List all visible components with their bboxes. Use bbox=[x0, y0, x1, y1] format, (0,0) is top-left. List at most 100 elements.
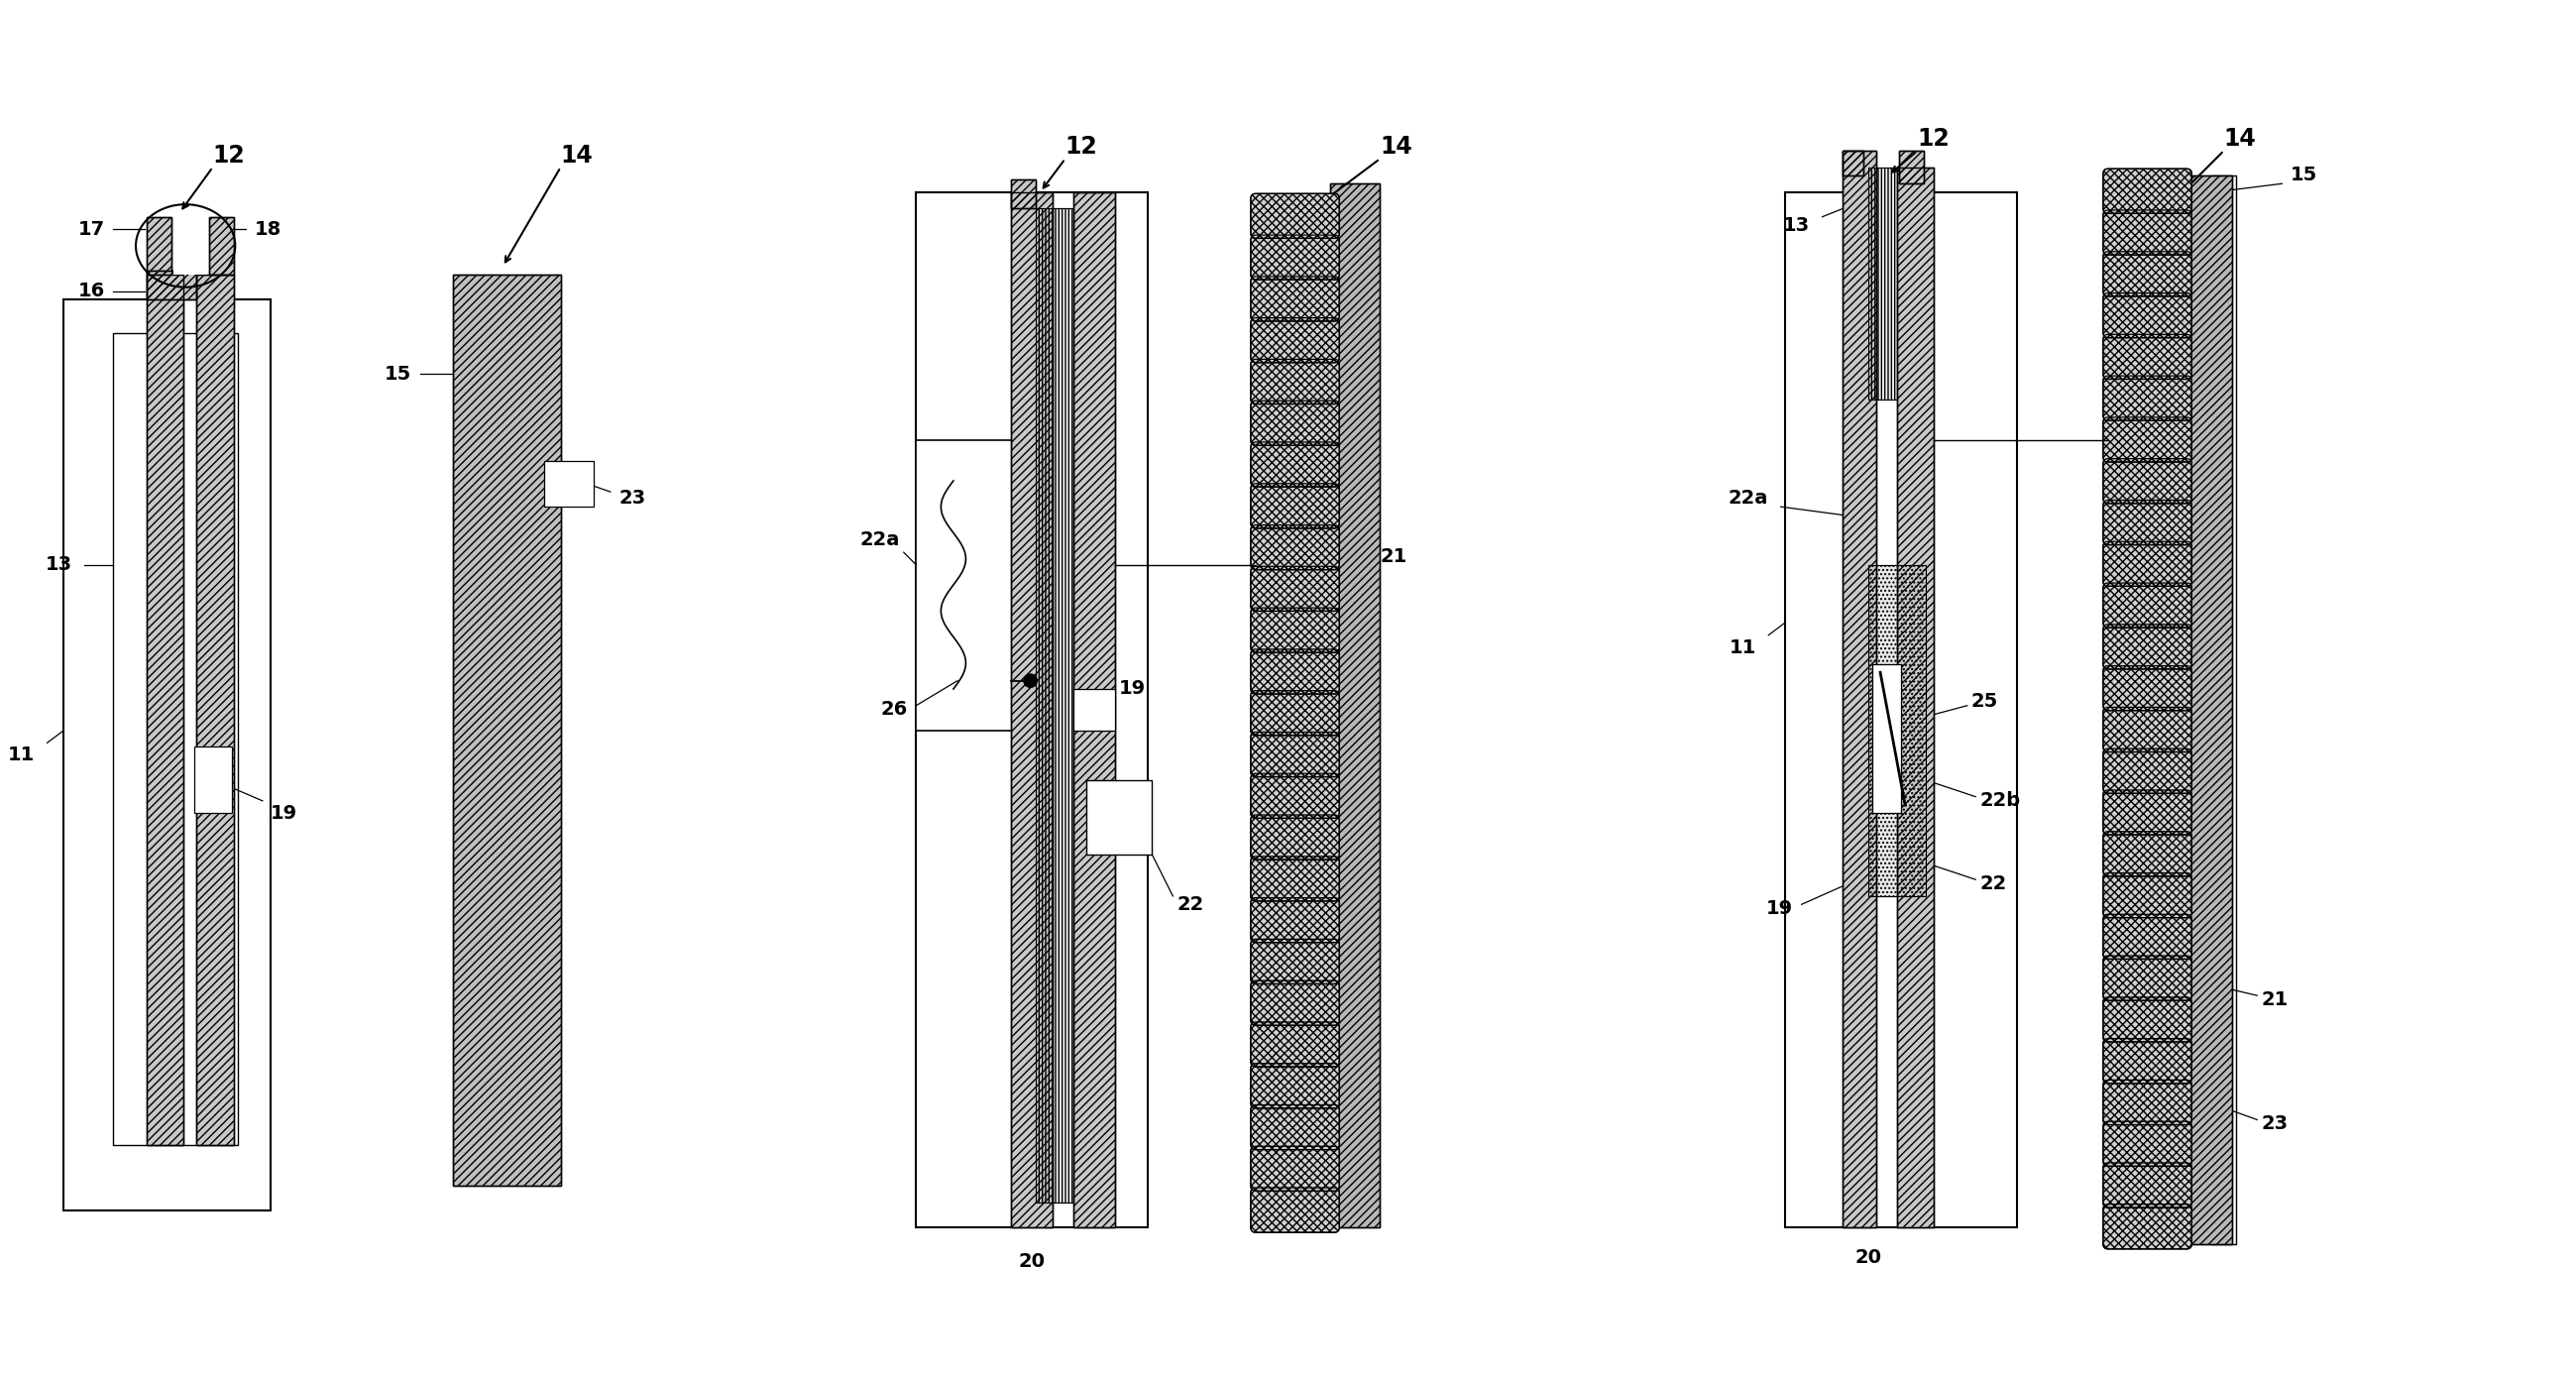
Circle shape bbox=[1023, 674, 1038, 688]
FancyBboxPatch shape bbox=[1252, 897, 1340, 943]
Text: 19: 19 bbox=[1118, 679, 1146, 699]
Bar bbox=[196, 274, 234, 1145]
FancyBboxPatch shape bbox=[1252, 360, 1340, 404]
FancyBboxPatch shape bbox=[1252, 401, 1340, 445]
FancyBboxPatch shape bbox=[1252, 277, 1340, 321]
Bar bbox=[1074, 689, 1115, 730]
Bar bbox=[196, 747, 232, 813]
FancyBboxPatch shape bbox=[1252, 1105, 1340, 1149]
Bar bbox=[1868, 167, 1896, 400]
Bar bbox=[1012, 192, 1054, 1228]
Text: 11: 11 bbox=[1728, 638, 1757, 657]
Bar bbox=[147, 216, 173, 274]
Text: 20: 20 bbox=[1018, 1253, 1046, 1271]
Text: 23: 23 bbox=[618, 489, 647, 508]
Text: 19: 19 bbox=[270, 803, 299, 823]
FancyBboxPatch shape bbox=[2102, 294, 2192, 338]
FancyBboxPatch shape bbox=[2102, 542, 2192, 586]
FancyBboxPatch shape bbox=[1252, 649, 1340, 695]
Text: 22b: 22b bbox=[1981, 791, 2020, 810]
Text: 15: 15 bbox=[384, 365, 412, 383]
Text: 17: 17 bbox=[77, 220, 106, 238]
FancyBboxPatch shape bbox=[2102, 1080, 2192, 1124]
Bar bbox=[1012, 179, 1036, 208]
Text: 18: 18 bbox=[255, 220, 281, 238]
Text: 12: 12 bbox=[1066, 135, 1097, 158]
Bar bbox=[453, 274, 562, 1186]
Bar bbox=[1896, 167, 1935, 1228]
Text: 20: 20 bbox=[1855, 1248, 1880, 1266]
FancyBboxPatch shape bbox=[2102, 790, 2192, 835]
Bar bbox=[1087, 780, 1151, 854]
FancyBboxPatch shape bbox=[2102, 998, 2192, 1042]
FancyBboxPatch shape bbox=[1252, 773, 1340, 819]
FancyBboxPatch shape bbox=[2102, 1122, 2192, 1166]
FancyBboxPatch shape bbox=[2102, 748, 2192, 794]
Bar bbox=[1012, 179, 1036, 208]
FancyBboxPatch shape bbox=[1252, 236, 1340, 280]
FancyBboxPatch shape bbox=[1252, 193, 1340, 238]
FancyBboxPatch shape bbox=[1252, 814, 1340, 860]
Text: 13: 13 bbox=[46, 555, 72, 575]
FancyBboxPatch shape bbox=[2102, 211, 2192, 255]
Text: 11: 11 bbox=[8, 745, 33, 765]
Text: 15: 15 bbox=[2290, 165, 2318, 185]
FancyBboxPatch shape bbox=[1252, 856, 1340, 901]
FancyBboxPatch shape bbox=[1252, 608, 1340, 653]
Text: 14: 14 bbox=[1381, 135, 1412, 158]
Bar bbox=[1074, 192, 1115, 1228]
Bar bbox=[1329, 183, 1381, 1228]
Bar bbox=[147, 270, 196, 299]
FancyBboxPatch shape bbox=[2102, 831, 2192, 876]
Bar bbox=[453, 274, 562, 1186]
Bar bbox=[64, 299, 270, 1211]
Bar bbox=[1842, 150, 1875, 1228]
Bar bbox=[544, 462, 595, 507]
FancyBboxPatch shape bbox=[2102, 418, 2192, 462]
Bar bbox=[1899, 150, 1924, 183]
Text: 22a: 22a bbox=[860, 531, 899, 550]
FancyBboxPatch shape bbox=[1252, 1022, 1340, 1067]
FancyBboxPatch shape bbox=[1252, 318, 1340, 362]
FancyBboxPatch shape bbox=[1252, 566, 1340, 610]
Bar bbox=[1842, 150, 1875, 1228]
Bar bbox=[173, 216, 206, 274]
FancyBboxPatch shape bbox=[2102, 252, 2192, 296]
Text: 12: 12 bbox=[1917, 127, 1950, 150]
Text: 19: 19 bbox=[1767, 898, 1793, 918]
FancyBboxPatch shape bbox=[2102, 1039, 2192, 1083]
Text: 22: 22 bbox=[1177, 894, 1203, 914]
FancyBboxPatch shape bbox=[2102, 1163, 2192, 1207]
FancyBboxPatch shape bbox=[2102, 168, 2192, 214]
Bar bbox=[1785, 192, 2017, 1228]
FancyBboxPatch shape bbox=[2102, 376, 2192, 420]
Bar bbox=[1868, 565, 1927, 896]
Text: 25: 25 bbox=[1971, 692, 1999, 711]
FancyBboxPatch shape bbox=[2102, 666, 2192, 711]
Text: 14: 14 bbox=[562, 143, 592, 167]
Text: 12: 12 bbox=[214, 143, 245, 167]
Bar bbox=[2182, 175, 2233, 1244]
FancyBboxPatch shape bbox=[2102, 1204, 2192, 1248]
FancyBboxPatch shape bbox=[2102, 707, 2192, 752]
FancyBboxPatch shape bbox=[1252, 525, 1340, 569]
FancyBboxPatch shape bbox=[1252, 1064, 1340, 1108]
Bar bbox=[1842, 150, 1862, 175]
Bar bbox=[2213, 175, 2236, 1244]
FancyBboxPatch shape bbox=[2102, 915, 2192, 959]
Bar bbox=[209, 216, 234, 274]
Bar bbox=[1036, 208, 1074, 1203]
Bar bbox=[147, 270, 196, 299]
FancyBboxPatch shape bbox=[2102, 500, 2192, 544]
FancyBboxPatch shape bbox=[1252, 1188, 1340, 1232]
Text: 13: 13 bbox=[1783, 216, 1811, 234]
Text: 22a: 22a bbox=[1728, 489, 1770, 508]
Text: 21: 21 bbox=[2262, 991, 2287, 1009]
FancyBboxPatch shape bbox=[1252, 940, 1340, 984]
FancyBboxPatch shape bbox=[2102, 956, 2192, 1000]
Bar bbox=[917, 192, 1149, 1228]
Text: 23: 23 bbox=[2262, 1115, 2287, 1133]
Bar bbox=[1329, 183, 1381, 1228]
Bar bbox=[1074, 192, 1115, 1228]
Bar bbox=[147, 216, 173, 274]
